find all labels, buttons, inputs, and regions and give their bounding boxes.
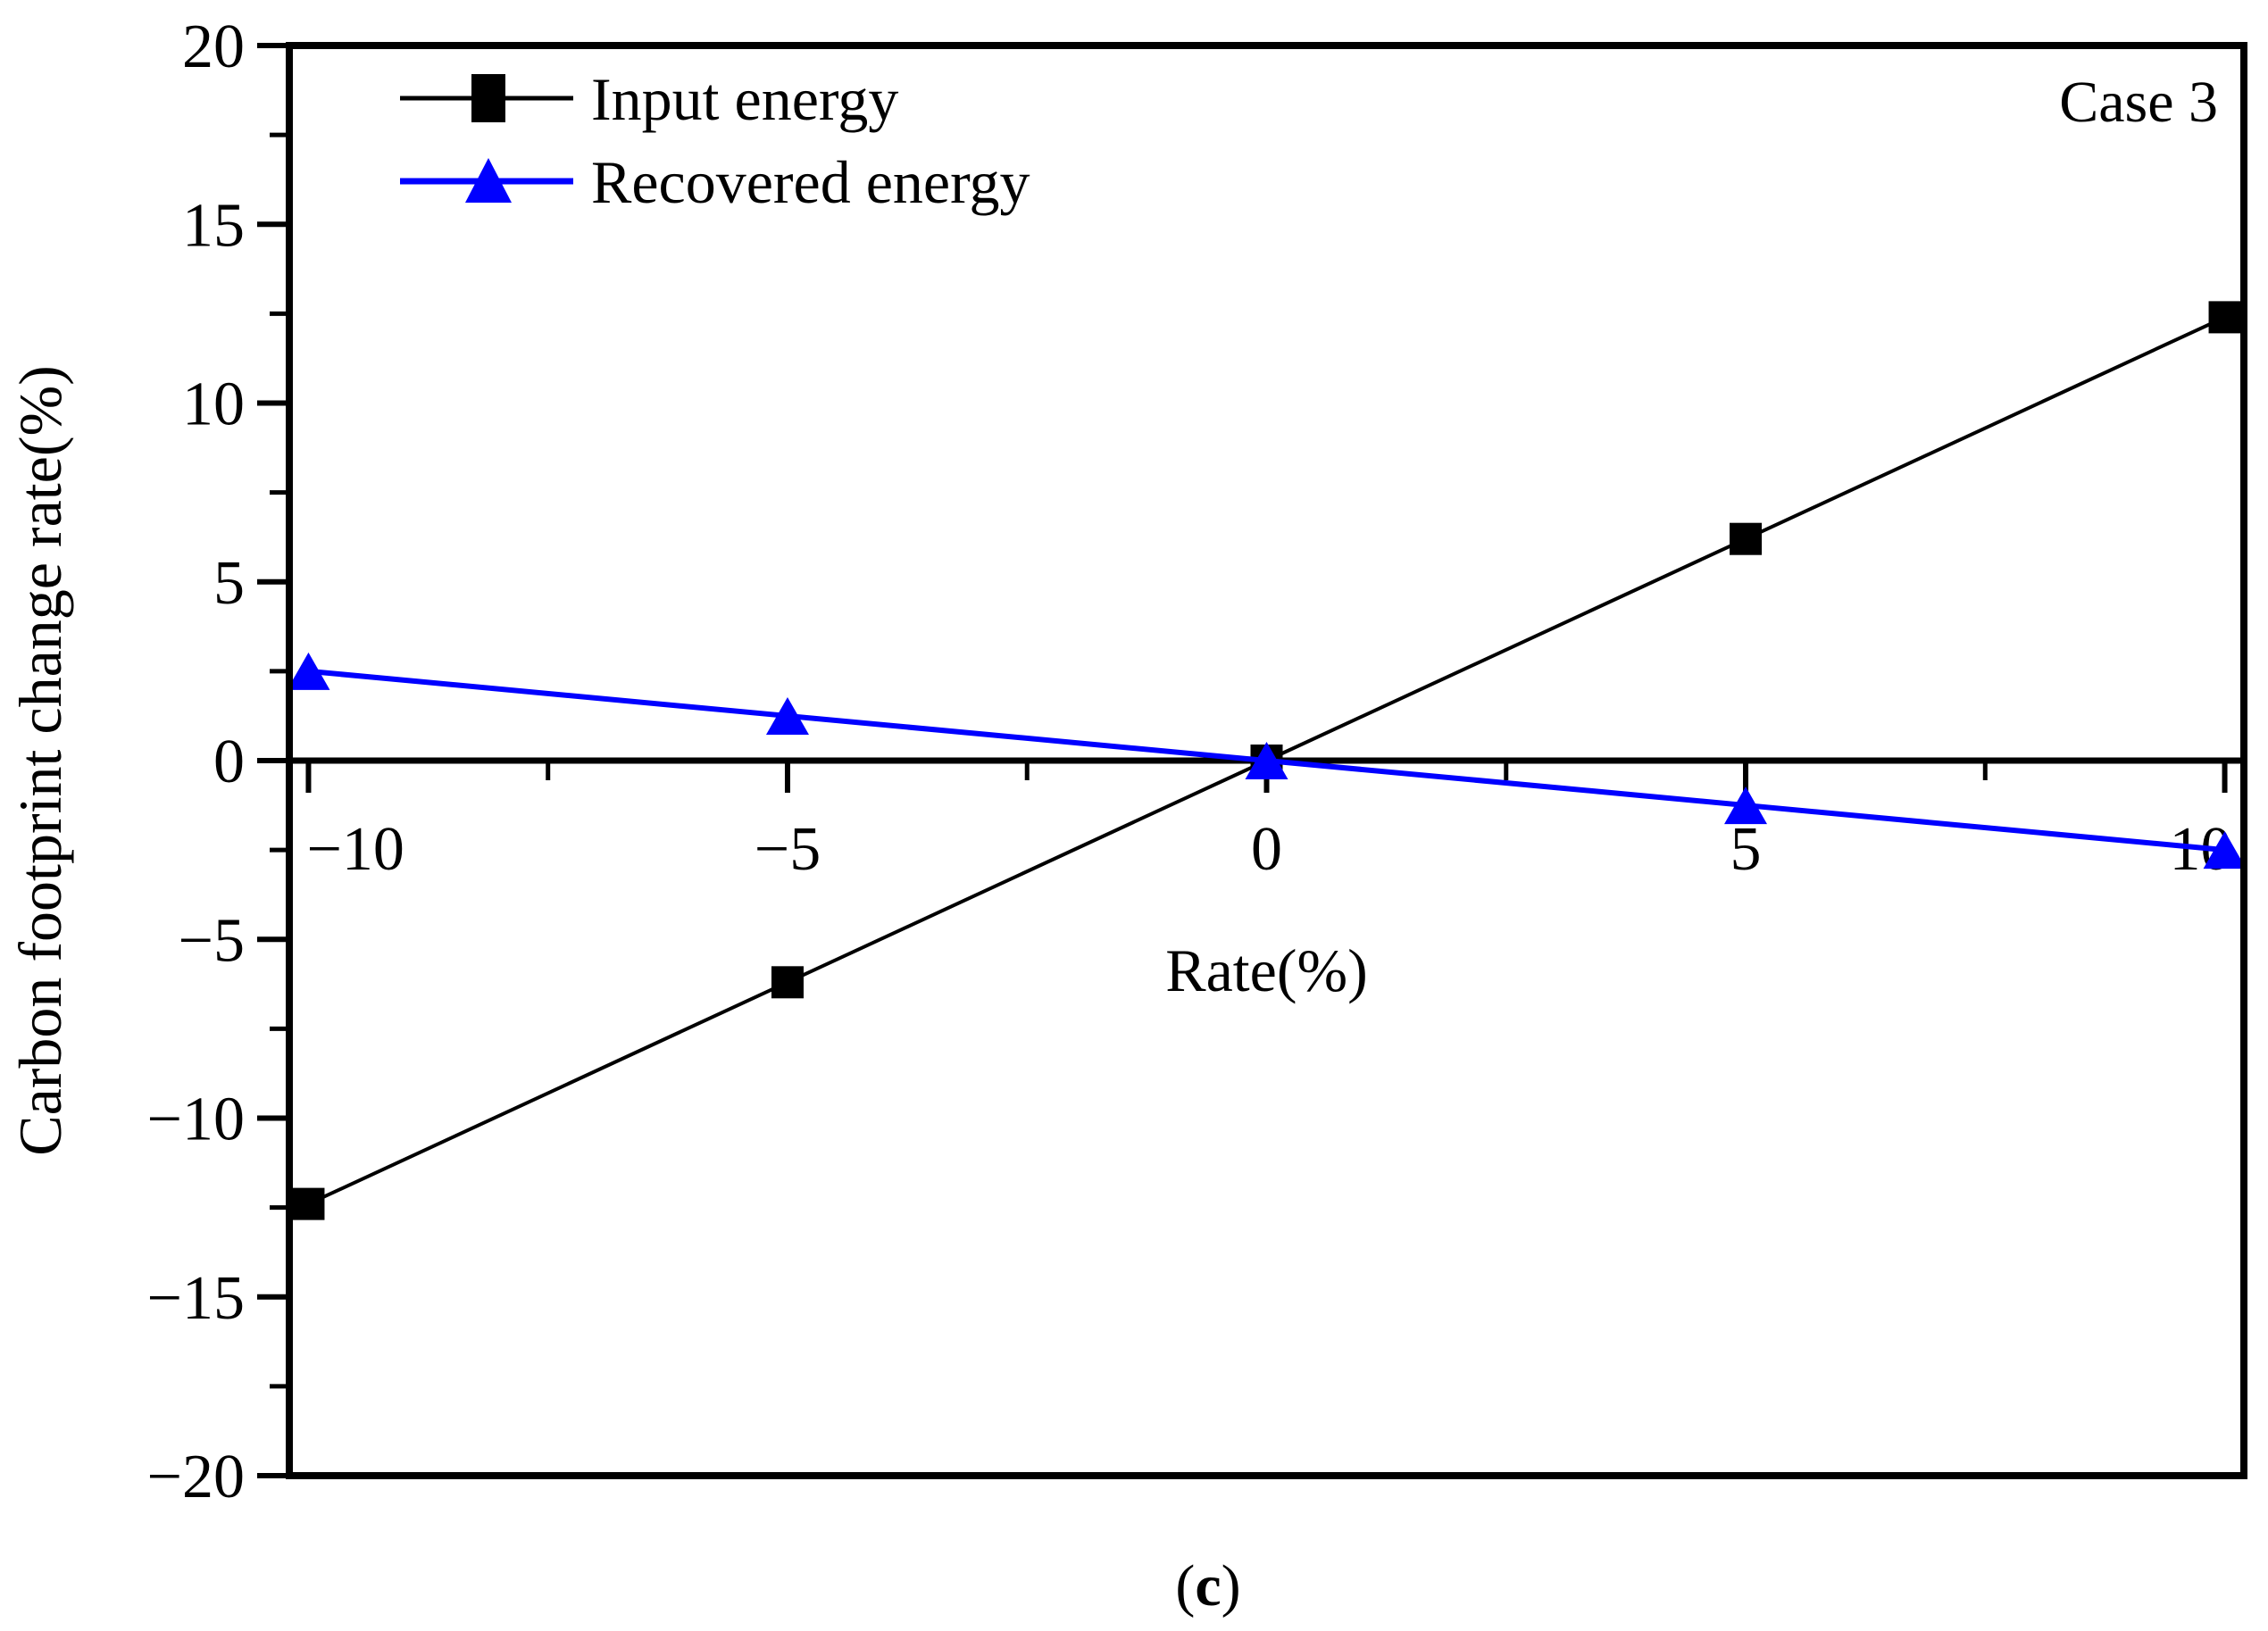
y-tick-label: 10 [182, 370, 245, 439]
y-axis: 20 15 10 5 0 −5 −10 −15 −20 [147, 12, 289, 1511]
square-marker [1730, 522, 1763, 555]
triangle-marker [765, 696, 809, 735]
case-annotation: Case 3 [2059, 70, 2218, 135]
triangle-marker [2203, 831, 2244, 870]
triangle-marker [1245, 742, 1288, 779]
y-tick-label: 0 [213, 728, 245, 796]
legend-triangle-marker-icon [465, 158, 512, 203]
subfigure-caption: (c) [1175, 1553, 1240, 1619]
legend-square-marker-icon [471, 74, 505, 122]
square-marker [292, 1187, 325, 1220]
x-tick-label: 5 [1730, 815, 1762, 884]
series-group [289, 301, 2244, 1220]
y-axis-title: Carbon footprint change rate(%) [6, 365, 74, 1156]
y-tick-label: −15 [147, 1264, 245, 1333]
y-tick-label: 15 [182, 191, 245, 260]
square-marker [2208, 301, 2241, 334]
series-recovered-energy [289, 652, 2244, 870]
y-tick-label: 20 [182, 12, 245, 81]
y-tick-label: 5 [213, 549, 245, 618]
triangle-marker [1724, 786, 1768, 825]
square-marker [771, 966, 804, 999]
legend-label: Recovered energy [591, 148, 1030, 216]
legend-item-recovered-energy: Recovered energy [400, 148, 1030, 216]
legend-item-input-energy: Input energy [400, 65, 898, 133]
x-axis-title: Rate(%) [1165, 936, 1368, 1004]
x-tick-label: −5 [755, 815, 821, 884]
y-tick-label: −5 [179, 906, 245, 975]
x-tick-label: 0 [1251, 815, 1282, 884]
triangle-marker [289, 652, 330, 690]
legend: Input energy Recovered energy [400, 65, 1030, 216]
y-tick-label: −20 [147, 1443, 245, 1511]
y-tick-label: −10 [147, 1086, 245, 1154]
x-tick-label: −10 [306, 815, 404, 884]
legend-label: Input energy [591, 65, 898, 133]
